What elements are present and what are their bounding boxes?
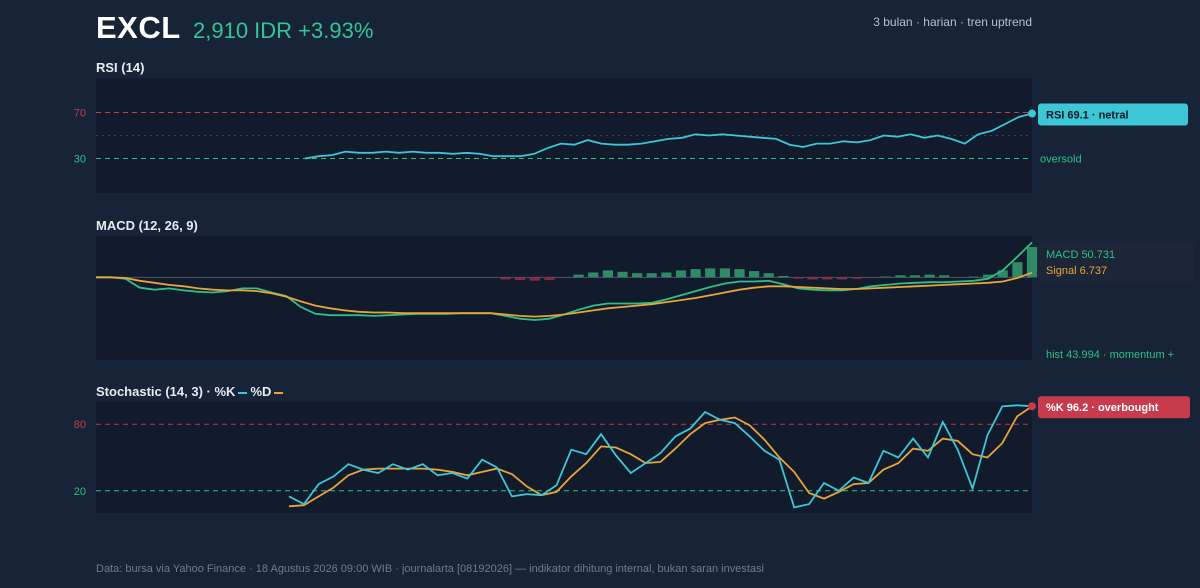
macd-hist-bar (617, 271, 628, 278)
chart-meta: 3 bulan · harian · tren uptrend (873, 15, 1032, 29)
macd-hist-bar (851, 277, 862, 279)
rsi-tick-30: 30 (74, 154, 86, 166)
macd-hist-bar (822, 277, 833, 280)
macd-hist-bar (1012, 262, 1023, 278)
macd-hist-bar (661, 272, 672, 278)
stoch-d-label: %D (250, 384, 272, 399)
macd-hist-bar (778, 276, 789, 278)
macd-hist-bar (646, 273, 657, 278)
stoch-value-tag: %K 96.2 · overbought (1046, 402, 1159, 414)
macd-hist-label: hist 43.994 · momentum + (1046, 349, 1174, 361)
macd-hist-bar (836, 277, 847, 280)
macd-panel (96, 236, 1032, 360)
macd-hist-bar (705, 268, 716, 278)
stoch-k-line (288, 404, 1033, 509)
macd-panel-title: MACD (12, 26, 9) (96, 218, 198, 233)
price-change: 2,910 IDR +3.93% (193, 18, 374, 43)
macd-hist-bar (588, 272, 599, 278)
rsi-line (304, 112, 1033, 160)
footer-source: Data: bursa via Yahoo Finance · 18 Agust… (96, 563, 764, 575)
macd-hist-bar (573, 274, 584, 278)
stoch-d-swatch (274, 391, 284, 394)
macd-hist-bar (690, 269, 701, 278)
rsi-last-point (1028, 109, 1036, 118)
macd-hist-bar (895, 275, 906, 278)
stoch-panel-title: Stochastic (14, 3) · %K %D (96, 384, 286, 399)
macd-hist-bar (792, 277, 804, 279)
stoch-panel (96, 402, 1032, 513)
stoch-value-tag-bg (1038, 396, 1190, 419)
stoch-tick-20: 20 (74, 486, 86, 498)
macd-value-box (1038, 243, 1194, 283)
macd-hist-bar (602, 270, 613, 278)
stoch-tick-80: 80 (74, 419, 86, 431)
macd-hist-bar (529, 277, 540, 281)
macd-hist-bar (983, 274, 994, 278)
signal-line (96, 271, 1033, 318)
macd-hist-bar (763, 273, 774, 278)
macd-hist-bar (880, 276, 891, 278)
macd-hist-bar (675, 270, 687, 278)
stoch-k-swatch (238, 391, 248, 394)
macd-hist-bar (909, 275, 921, 278)
macd-value-label: MACD 50.731 (1046, 249, 1115, 261)
signal-value-label: Signal 6.737 (1046, 265, 1107, 277)
ticker-symbol: EXCL (96, 10, 181, 45)
stoch-last-point (1028, 402, 1036, 411)
macd-hist-bar (997, 270, 1008, 278)
rsi-value-tag: RSI 69.1 · netral (1046, 110, 1129, 122)
macd-hist-bar (632, 273, 643, 278)
rsi-oversold-label: oversold (1040, 154, 1082, 166)
rsi-panel-title: RSI (14) (96, 60, 145, 75)
macd-hist-bar (1026, 247, 1038, 278)
macd-hist-bar (734, 269, 745, 278)
rsi-tick-70: 70 (74, 108, 86, 120)
macd-hist-bar (968, 276, 979, 278)
macd-hist-bar (500, 277, 511, 280)
macd-hist-bar (719, 268, 730, 278)
stoch-title-text: Stochastic (14, 3) · %K (96, 384, 236, 399)
macd-hist-bar (515, 277, 526, 281)
macd-hist-bar (939, 275, 950, 278)
macd-hist-bar (924, 274, 935, 278)
macd-hist-bar (807, 277, 818, 280)
macd-hist-bar (544, 277, 555, 281)
rsi-value-tag-bg (1038, 103, 1188, 126)
macd-hist-bar (749, 271, 760, 278)
